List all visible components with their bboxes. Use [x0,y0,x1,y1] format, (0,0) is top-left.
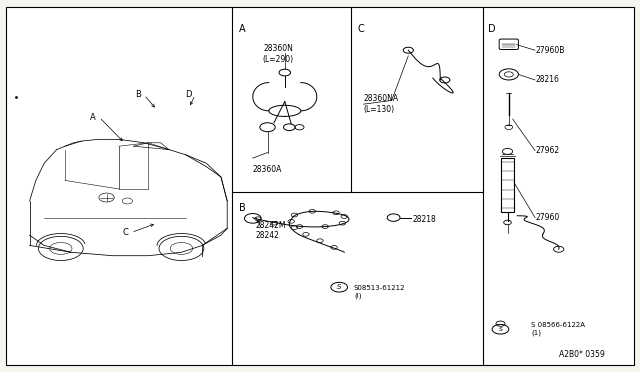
Text: 27962: 27962 [535,146,559,155]
Text: 28242M
28242: 28242M 28242 [256,221,287,240]
Text: S: S [337,284,342,290]
Text: 28360N
(L=290): 28360N (L=290) [263,44,294,64]
Text: A: A [90,113,96,122]
Text: 27960B: 27960B [535,46,564,55]
Text: 28360A: 28360A [253,165,282,174]
Text: S: S [499,327,502,332]
Text: A2B0* 0359: A2B0* 0359 [559,350,605,359]
Text: 28360NA
(L=130): 28360NA (L=130) [364,94,399,114]
Text: D: D [488,24,495,34]
Text: A: A [239,24,245,34]
Text: B: B [239,203,246,213]
Text: 27960: 27960 [535,213,559,222]
Bar [501,158,514,212]
Text: S08513-61212
(I): S08513-61212 (I) [354,285,405,299]
Text: D: D [186,90,192,99]
Text: C: C [122,228,128,237]
Text: C: C [357,24,364,34]
Text: S 08566-6122A
(1): S 08566-6122A (1) [531,323,585,336]
Text: B: B [135,90,141,99]
Text: 28216: 28216 [535,76,559,84]
Text: 28218: 28218 [413,215,436,224]
